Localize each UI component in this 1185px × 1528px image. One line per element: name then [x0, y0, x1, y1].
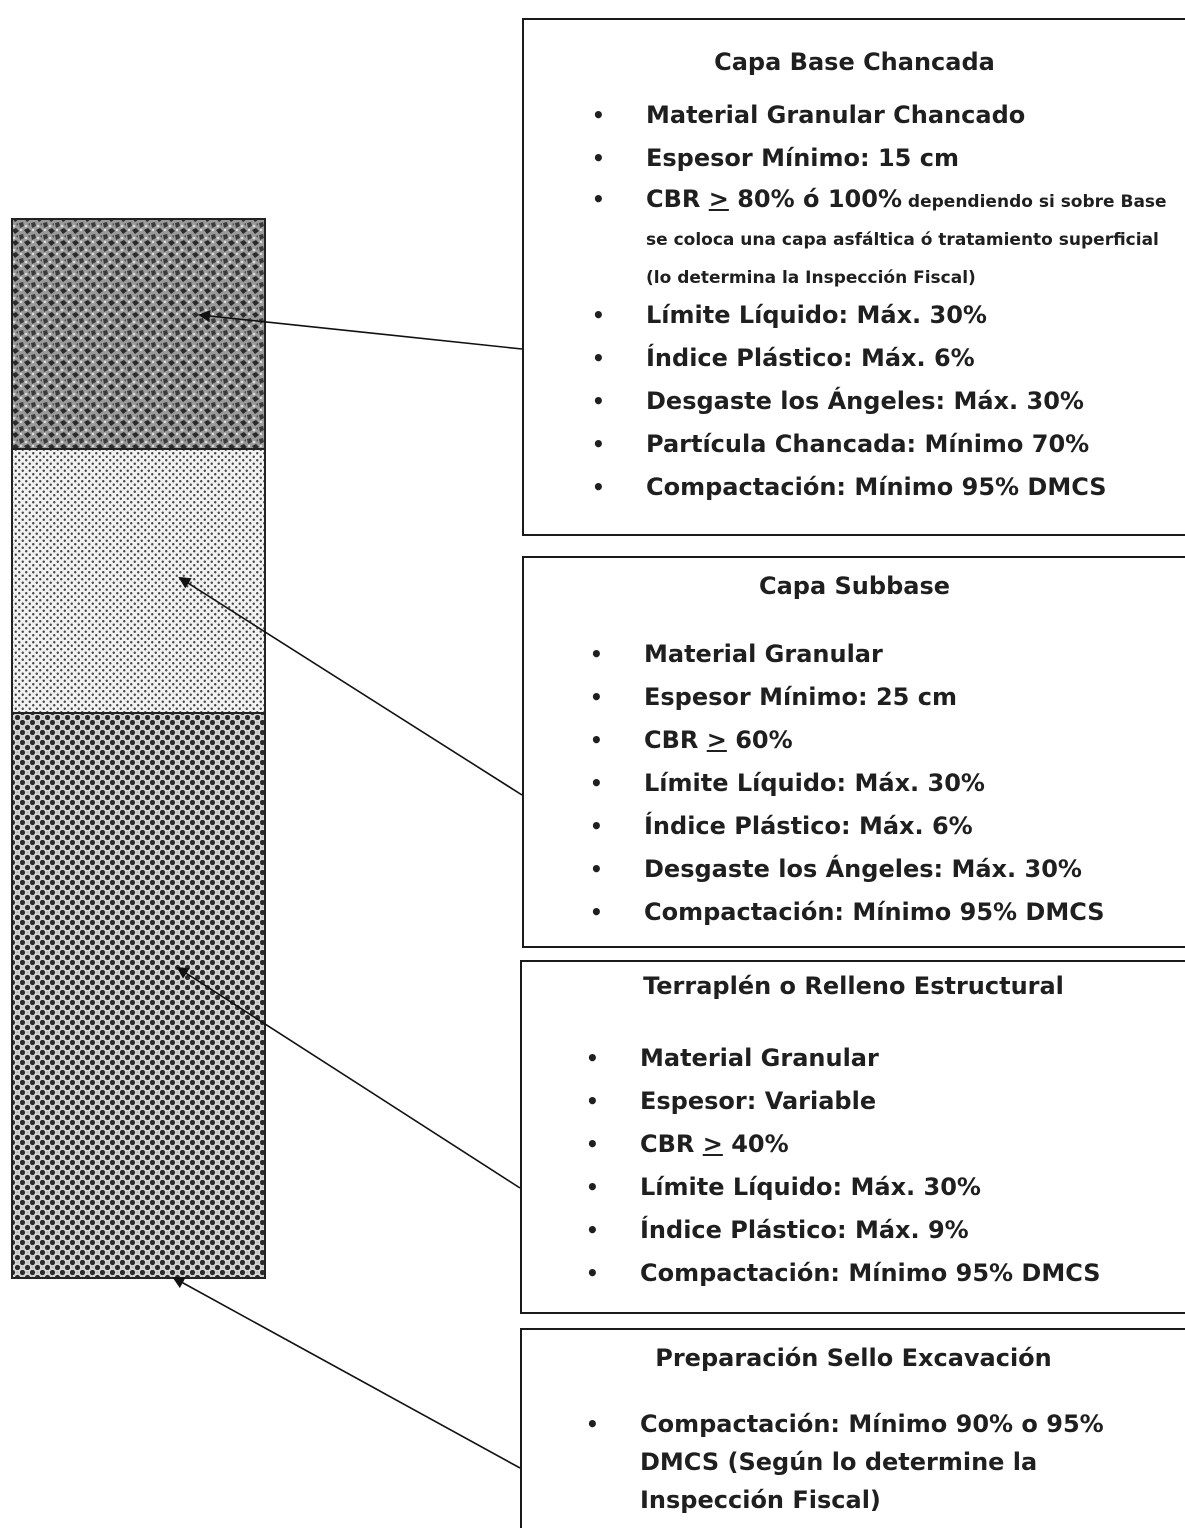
leader-line-terraplen: [176, 966, 521, 1189]
sello-excavacion-spec-list: • Compactación: Mínimo 90% o 95% DMCS (Se…: [580, 1405, 1180, 1519]
list-item: • Límite Líquido: Máx. 30%: [586, 294, 1185, 337]
list-item: • Material Granular: [584, 633, 1105, 676]
greater-equal-symbol: >: [706, 726, 727, 754]
list-item: • Material Granular: [580, 1037, 1101, 1080]
subbase-title: Capa Subbase: [758, 572, 951, 600]
list-item: • Índice Plástico: Máx. 6%: [584, 805, 1105, 848]
bullet-icon: •: [590, 642, 603, 666]
sello-excavacion-spec-box: Preparación Sello Excavación • Compactaci…: [520, 1328, 1185, 1528]
bullet-icon: •: [586, 1046, 599, 1070]
base-chancada-title: Capa Base Chancada: [714, 48, 995, 76]
list-item: • Límite Líquido: Máx. 30%: [580, 1166, 1101, 1209]
bullet-icon: •: [592, 432, 605, 456]
bullet-icon: •: [586, 1132, 599, 1156]
bullet-icon: •: [590, 857, 603, 881]
bullet-icon: •: [592, 346, 605, 370]
leader-line-subbase: [178, 576, 523, 796]
list-item: • Material Granular Chancado: [586, 94, 1185, 137]
subbase-spec-list: • Material Granular • Espesor Mínimo: 25 c…: [584, 633, 1105, 934]
bullet-icon: •: [592, 187, 605, 211]
list-item: • Índice Plástico: Máx. 9%: [580, 1209, 1101, 1252]
terraplen-spec-list: • Material Granular • Espesor: Variable • C…: [580, 1037, 1101, 1295]
layer-subbase: [11, 448, 266, 714]
bullet-icon: •: [590, 900, 603, 924]
list-item: • Partícula Chancada: Mínimo 70%: [586, 423, 1185, 466]
bullet-icon: •: [592, 103, 605, 127]
list-item-cbr: • CBR > 40%: [580, 1123, 1101, 1166]
base-chancada-spec-list: • Material Granular Chancado • Espesor Mín…: [586, 94, 1185, 509]
terraplen-spec-box: Terraplén o Relleno Estructural • Materia…: [520, 960, 1185, 1314]
bullet-icon: •: [586, 1175, 599, 1199]
bullet-icon: •: [590, 685, 603, 709]
subbase-spec-box: Capa Subbase • Material Granular • Espesor…: [522, 556, 1185, 948]
list-item: • Espesor: Variable: [580, 1080, 1101, 1123]
bullet-icon: •: [586, 1261, 599, 1285]
list-item: • Compactación: Mínimo 95% DMCS: [586, 466, 1185, 509]
list-item: • Espesor Mínimo: 15 cm: [586, 137, 1185, 180]
bullet-icon: •: [590, 728, 603, 752]
leader-line-sello: [172, 1277, 521, 1469]
list-item-cbr: • CBR > 80% ó 100% dependiendo si sobre B…: [586, 180, 1185, 294]
list-item: • Límite Líquido: Máx. 30%: [584, 762, 1105, 805]
sello-excavacion-title: Preparación Sello Excavación: [655, 1344, 1052, 1372]
list-item-cbr: • CBR > 60%: [584, 719, 1105, 762]
bullet-icon: •: [592, 146, 605, 170]
list-item: • Espesor Mínimo: 25 cm: [584, 676, 1105, 719]
greater-equal-symbol: >: [702, 1130, 723, 1158]
greater-equal-symbol: >: [708, 185, 729, 213]
base-chancada-spec-box: Capa Base Chancada • Material Granular Ch…: [522, 18, 1185, 536]
list-item: • Desgaste los Ángeles: Máx. 30%: [586, 380, 1185, 423]
bullet-icon: •: [592, 475, 605, 499]
list-item: • Compactación: Mínimo 95% DMCS: [580, 1252, 1101, 1295]
bullet-icon: •: [586, 1089, 599, 1113]
list-item: • Desgaste los Ángeles: Máx. 30%: [584, 848, 1105, 891]
layer-base-chancada: [11, 218, 266, 450]
list-item: • Índice Plástico: Máx. 6%: [586, 337, 1185, 380]
bullet-icon: •: [586, 1218, 599, 1242]
leader-line-base: [198, 310, 523, 350]
bullet-icon: •: [592, 389, 605, 413]
list-item: • Compactación: Mínimo 90% o 95% DMCS (Se…: [580, 1405, 1180, 1519]
bullet-icon: •: [590, 771, 603, 795]
bullet-icon: •: [590, 814, 603, 838]
layer-terraplen: [11, 712, 266, 1279]
cbr-detail-text: dependiendo si sobre Base se coloca una …: [646, 192, 1167, 288]
terraplen-title: Terraplén o Relleno Estructural: [643, 972, 1064, 1000]
list-item: • Compactación: Mínimo 95% DMCS: [584, 891, 1105, 934]
bullet-icon: •: [592, 303, 605, 327]
bullet-icon: •: [586, 1412, 599, 1436]
